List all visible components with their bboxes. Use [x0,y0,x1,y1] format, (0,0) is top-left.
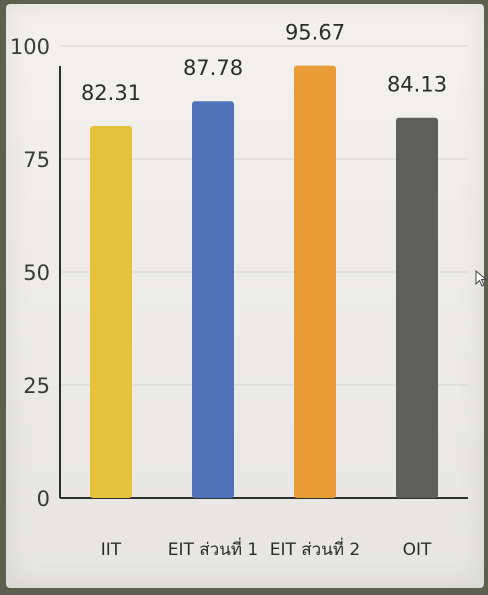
bar-1 [90,125,132,498]
bar-chart: 0 25 50 75 100 82.31 87.78 95.67 84.13 IIT EIT ส… [10,21,468,560]
y-tick-labels: 0 25 50 75 100 [10,35,50,511]
y-tick-label-100: 100 [10,35,50,59]
data-labels: 82.31 87.78 95.67 84.13 [81,21,447,105]
category-label-2: EIT ส่วนที่ 1 [168,537,259,560]
chart-screen: 0 25 50 75 100 82.31 87.78 95.67 84.13 IIT EIT ส… [6,4,488,588]
y-tick-label-25: 25 [23,374,50,398]
data-label-3: 95.67 [285,21,345,45]
category-label-1: IIT [101,540,122,560]
bar-3 [294,65,336,498]
category-label-3: EIT ส่วนที่ 2 [270,537,361,560]
data-label-1: 82.31 [81,81,141,105]
bars [90,65,438,499]
category-label-4: OIT [403,540,432,560]
category-labels: IIT EIT ส่วนที่ 1 EIT ส่วนที่ 2 OIT [101,537,432,560]
y-tick-label-75: 75 [23,148,50,172]
y-tick-label-0: 0 [37,487,50,511]
data-label-2: 87.78 [183,56,243,80]
bar-4 [396,117,438,499]
y-tick-label-50: 50 [23,261,50,285]
bar-2 [192,101,234,498]
data-label-4: 84.13 [387,73,447,97]
mouse-cursor-icon [475,270,488,287]
